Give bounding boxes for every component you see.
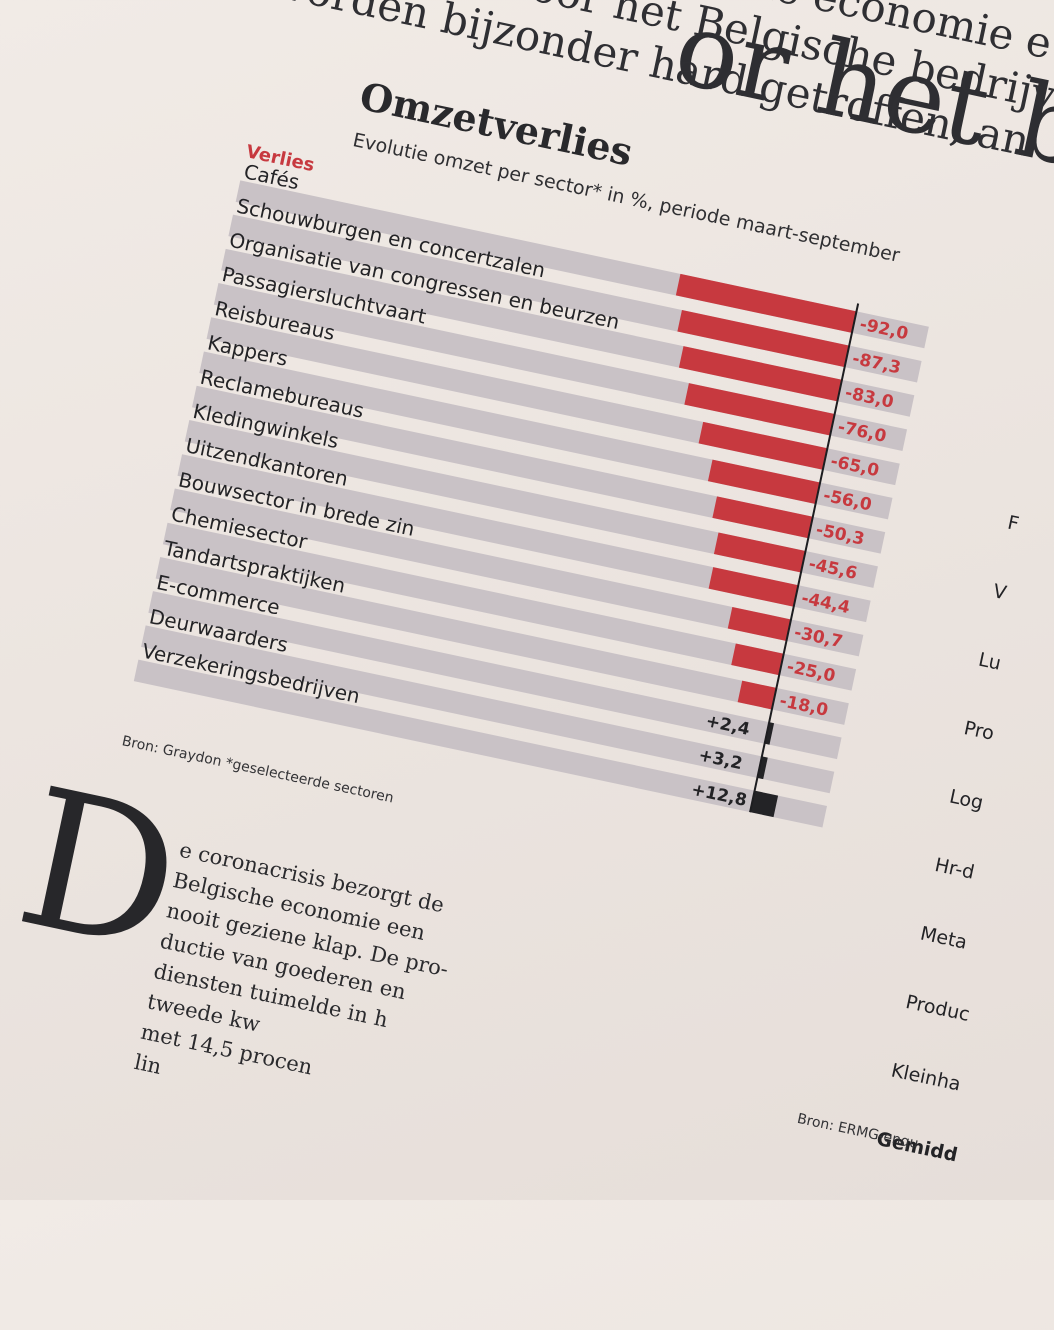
loss-bar [731,643,784,676]
newspaper-page: spo or het bedrij De coronacrisis geeft … [2,0,1054,1166]
loss-bar [708,567,799,607]
value-label: -76,0 [835,417,889,447]
value-label: -56,0 [821,485,874,516]
value-label: -65,0 [828,451,881,482]
loss-bar [711,496,813,539]
value-label: -45,6 [806,554,859,584]
value-label: -18,0 [777,691,830,721]
value-label: +3,2 [696,745,745,775]
value-label: +12,8 [689,779,749,811]
value-label: -87,3 [850,348,903,379]
loss-bar [727,606,791,641]
loss-bar [713,532,806,573]
value-label: -92,0 [857,314,910,345]
value-label: -30,7 [792,622,845,653]
value-label: -83,0 [843,383,896,413]
value-label: -44,4 [799,588,852,619]
value-label: -50,3 [814,519,867,550]
value-label: +2,4 [703,711,752,741]
value-label: -25,0 [785,656,838,687]
